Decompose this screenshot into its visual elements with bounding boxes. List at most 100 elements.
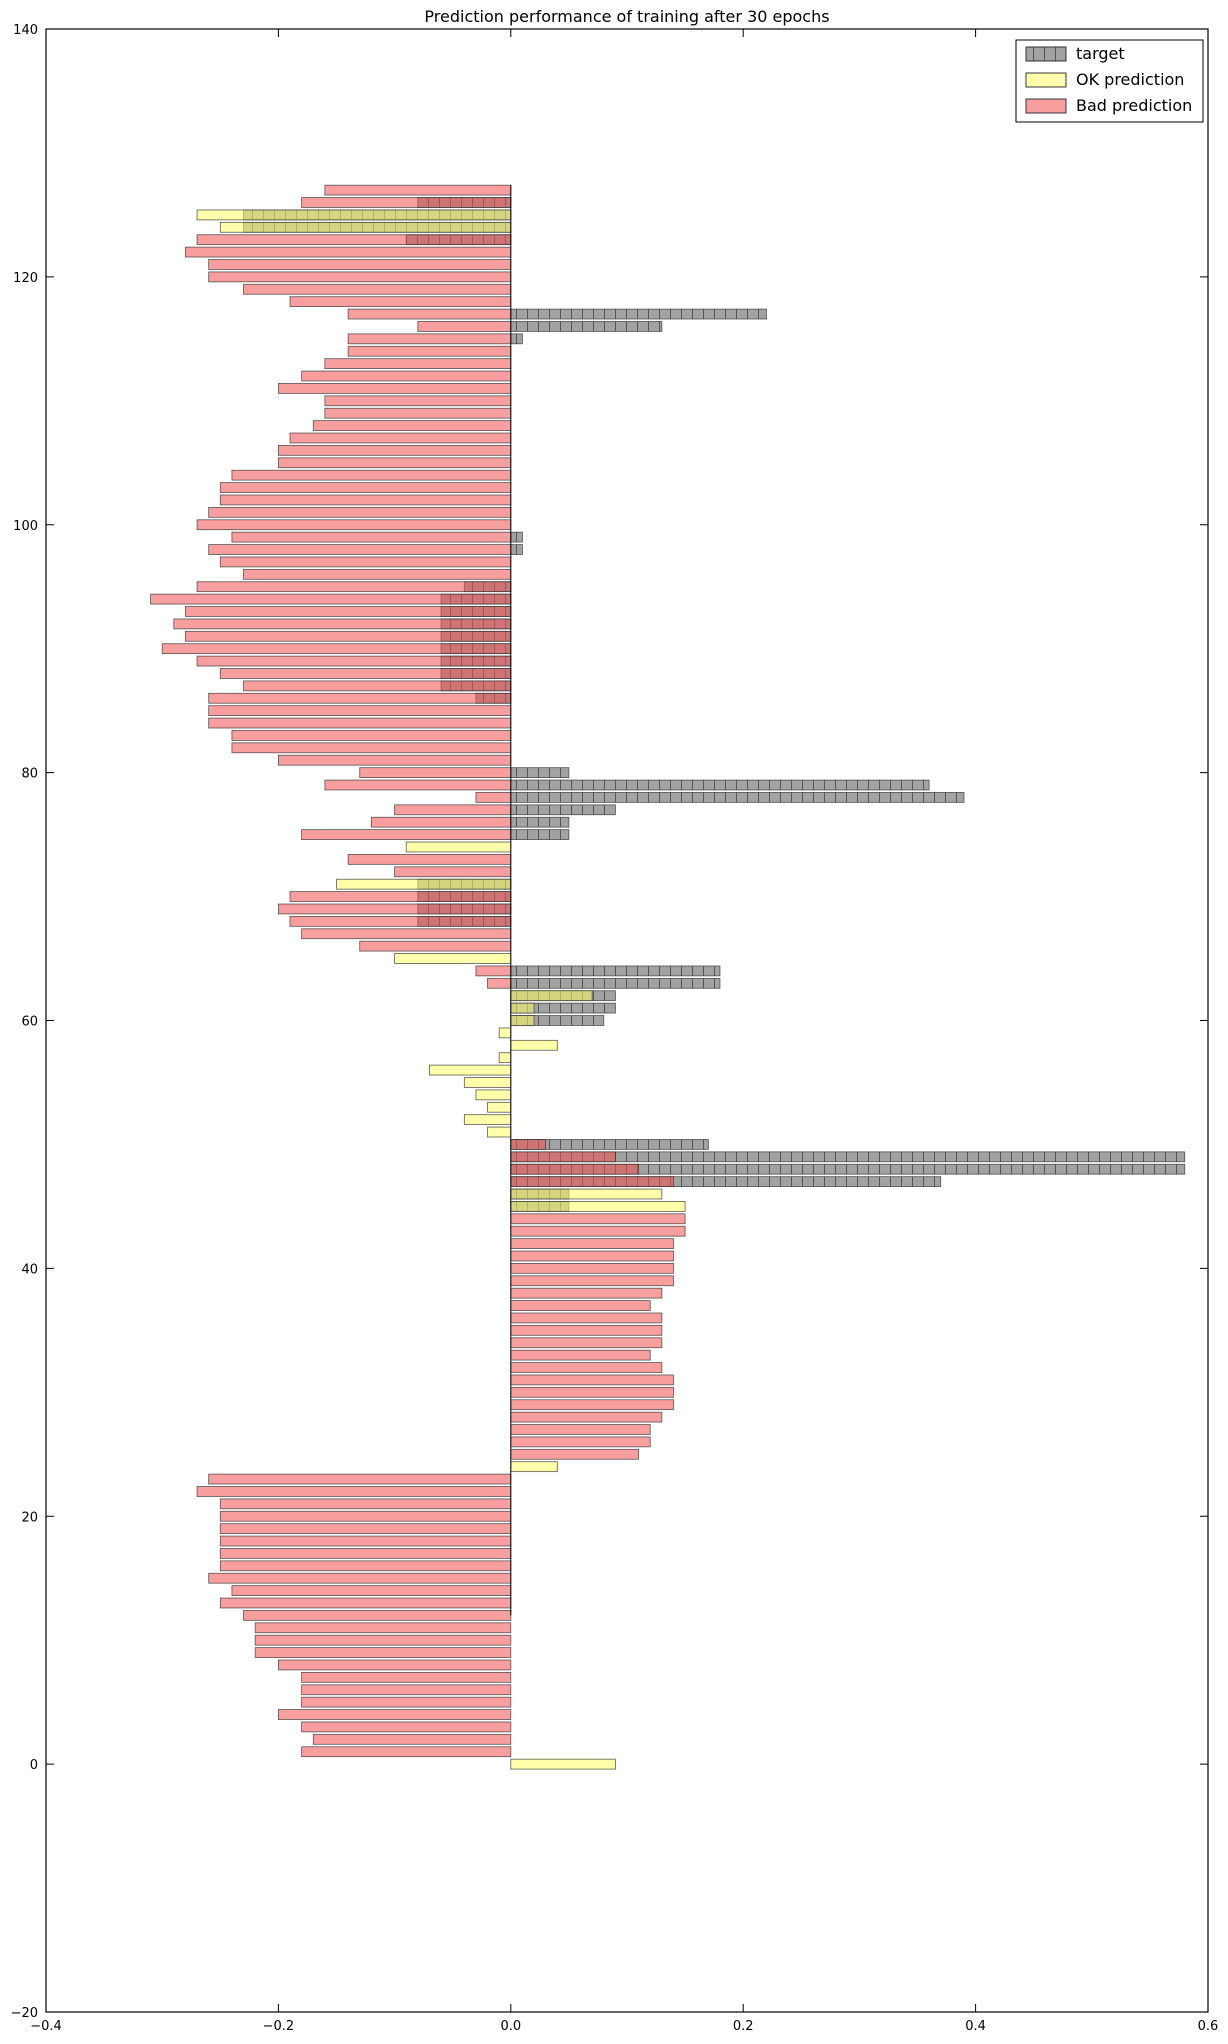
bar-bad-prediction-97 xyxy=(417,321,512,332)
bar-bad-prediction-79 xyxy=(208,544,512,555)
bar-bad-prediction-74 xyxy=(185,606,512,617)
bar-ok-prediction-15 xyxy=(510,990,593,1002)
bar-ok-prediction-19 xyxy=(219,221,512,233)
bar-bad-prediction-67 xyxy=(208,692,512,704)
bar-hatch-target-6 xyxy=(510,1015,604,1026)
bar-bad-prediction-2 xyxy=(301,1721,512,1733)
bar-bad-prediction-95 xyxy=(347,345,512,357)
bar-bad-prediction-58 xyxy=(394,804,512,816)
bar-bad-prediction-52 xyxy=(277,903,512,915)
bar-bad-prediction-8 xyxy=(254,1647,512,1658)
bar-bad-prediction-90 xyxy=(324,407,512,419)
bar-bad-prediction-11 xyxy=(243,1610,512,1621)
bars-layer xyxy=(150,184,1186,1770)
bar-bad-prediction-54 xyxy=(394,866,512,878)
bar-ok-prediction-20 xyxy=(196,209,512,221)
bar-bad-prediction-59 xyxy=(475,792,512,803)
bar-bad-prediction-40 xyxy=(510,1238,674,1249)
bar-bad-prediction-20 xyxy=(219,1498,512,1510)
bar-bad-prediction-98 xyxy=(347,308,512,320)
bar-bad-prediction-42 xyxy=(510,1213,686,1225)
bar-bad-prediction-34 xyxy=(510,1312,663,1324)
bar-bad-prediction-48 xyxy=(475,965,512,977)
x-tick-label: 0.2 xyxy=(733,2019,754,2034)
bar-bad-prediction-99 xyxy=(289,296,512,308)
bar-bad-prediction-24 xyxy=(510,1436,651,1448)
legend: target OK prediction Bad prediction xyxy=(1015,39,1204,123)
chart-title: Prediction performance of training after… xyxy=(424,7,829,26)
y-tick-label: −20 xyxy=(11,2006,38,2021)
bar-ok-prediction-8 xyxy=(463,1077,512,1088)
plot-background xyxy=(46,29,1208,2012)
ticks-layer: −0.4 −0.2 0.0 0.2 0.4 0.6 −20 0 20 40 60 80 100 120 14… xyxy=(11,23,1219,2034)
bar-bad-prediction-39 xyxy=(510,1250,674,1262)
bar-bad-prediction-84 xyxy=(219,482,512,493)
bar-ok-prediction-14 xyxy=(510,1002,535,1014)
bar-bad-prediction-6 xyxy=(301,1672,512,1683)
bar-bad-prediction-19 xyxy=(219,1510,512,1522)
bar-bad-prediction-13 xyxy=(231,1585,512,1596)
bar-bad-prediction-69 xyxy=(219,668,512,679)
bar-hatch-target-15 xyxy=(510,780,930,790)
bar-bad-prediction-9 xyxy=(254,1634,512,1646)
bar-bad-prediction-4 xyxy=(301,1696,512,1708)
bar-bad-prediction-57 xyxy=(370,816,512,828)
bar-bad-prediction-30 xyxy=(510,1362,663,1373)
bar-bad-prediction-60 xyxy=(324,779,512,791)
bar-ok-prediction-10 xyxy=(498,1052,512,1064)
bar-bad-prediction-16 xyxy=(219,1548,512,1559)
bar-bad-prediction-37 xyxy=(510,1275,674,1287)
bar-bad-prediction-73 xyxy=(173,618,512,630)
x-tick-label: 0.4 xyxy=(965,2019,986,2034)
x-tick-label: −0.2 xyxy=(263,2019,295,2034)
bar-hatch-target-3 xyxy=(510,1164,1185,1175)
bar-bad-prediction-27 xyxy=(510,1399,674,1411)
x-tick-label: −0.4 xyxy=(30,2019,62,2034)
bar-bad-prediction-53 xyxy=(289,891,512,902)
bar-ok-prediction-7 xyxy=(475,1089,512,1101)
y-tick-label: 100 xyxy=(13,519,38,534)
bar-bad-prediction-81 xyxy=(196,519,512,531)
y-tick-label: 140 xyxy=(13,23,38,38)
bar-bad-prediction-68 xyxy=(243,680,512,692)
x-tick-label: 0.6 xyxy=(1198,2019,1219,2034)
bar-bad-prediction-62 xyxy=(277,754,512,766)
bar-bad-prediction-70 xyxy=(196,655,512,667)
bar-bad-prediction-106 xyxy=(324,184,512,196)
bar-bad-prediction-86 xyxy=(277,457,512,469)
bar-bad-prediction-10 xyxy=(254,1622,512,1634)
bar-bad-prediction-21 xyxy=(196,1486,512,1497)
bar-hatch-target-4 xyxy=(510,1151,1185,1162)
bar-hatch-target-7 xyxy=(510,1003,616,1014)
bar-bad-prediction-46 xyxy=(510,1139,547,1150)
bar-bad-prediction-51 xyxy=(289,915,512,927)
bar-bad-prediction-23 xyxy=(510,1448,640,1460)
bar-bad-prediction-87 xyxy=(277,445,512,456)
bar-bad-prediction-92 xyxy=(277,383,512,394)
legend-label-bad-prediction: Bad prediction xyxy=(1076,96,1192,115)
bar-bad-prediction-104 xyxy=(196,234,512,246)
bar-bad-prediction-50 xyxy=(301,928,512,940)
bar-bad-prediction-22 xyxy=(208,1473,512,1485)
bar-bad-prediction-1 xyxy=(312,1733,512,1745)
plot-frame xyxy=(45,28,1209,2013)
bar-bad-prediction-96 xyxy=(347,333,512,345)
bar-ok-prediction-3 xyxy=(510,1188,663,1200)
bar-ok-prediction-11 xyxy=(510,1039,558,1051)
bar-bad-prediction-82 xyxy=(208,506,512,518)
bar-ok-prediction-16 xyxy=(394,953,512,964)
bar-bad-prediction-103 xyxy=(185,246,512,258)
bar-bad-prediction-33 xyxy=(510,1324,663,1336)
bar-ok-prediction-2 xyxy=(510,1201,686,1212)
bar-hatch-target-14 xyxy=(510,792,964,803)
y-tick-label: 0 xyxy=(30,1758,38,1773)
bar-bad-prediction-91 xyxy=(324,395,512,407)
bar-hatch-target-12 xyxy=(510,817,569,828)
bar-hatch-target-30 xyxy=(510,321,662,332)
bar-bad-prediction-28 xyxy=(510,1386,674,1398)
bar-bad-prediction-17 xyxy=(219,1535,512,1547)
bar-hatch-target-2 xyxy=(510,1176,941,1187)
bar-bad-prediction-55 xyxy=(347,854,512,865)
bar-bad-prediction-56 xyxy=(301,829,512,840)
